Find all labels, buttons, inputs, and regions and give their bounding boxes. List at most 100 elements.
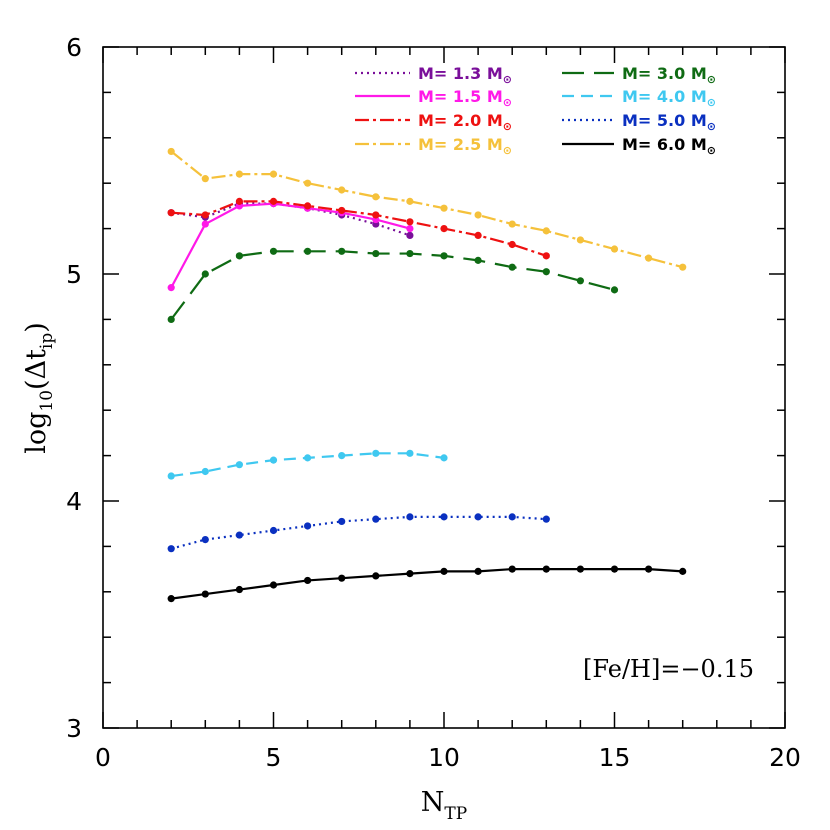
data-point (610, 286, 619, 294)
data-point (269, 581, 278, 589)
legend-label-main: M= 6.0 M (622, 135, 707, 154)
data-point (508, 565, 516, 573)
y-tick-label: 5 (66, 260, 82, 289)
data-point (440, 204, 448, 212)
data-point (201, 467, 209, 476)
data-point (201, 270, 209, 278)
legend: M= 1.3 M⊙M= 1.5 M⊙M= 2.0 M⊙M= 2.5 M⊙M= 3… (355, 64, 716, 157)
y-axis-title-sub: ip (37, 333, 57, 349)
series-line (170, 250, 615, 321)
series-4 (167, 247, 619, 323)
data-point (304, 454, 312, 462)
x-tick-label: 20 (769, 743, 801, 772)
data-point (474, 231, 482, 240)
y-tick-label: 3 (66, 714, 82, 743)
data-point (406, 570, 414, 578)
legend-label-main: M= 1.5 M (418, 87, 503, 106)
y-axis-title-pre: log (21, 412, 52, 454)
data-point (440, 567, 448, 575)
data-point (679, 263, 687, 271)
data-point (235, 170, 243, 178)
series-line (171, 200, 547, 257)
series-2 (167, 197, 550, 260)
x-axis-title-sub: TP (444, 804, 467, 824)
data-point (474, 211, 482, 219)
y-axis-title: log10(Δtip) (21, 322, 57, 454)
legend-label: M= 4.0 M⊙ (622, 87, 716, 109)
data-point (338, 452, 346, 460)
legend-label-main: M= 2.5 M (418, 135, 503, 154)
data-point (406, 513, 414, 521)
data-point (576, 236, 585, 244)
data-point (269, 170, 278, 178)
data-point (338, 574, 346, 582)
data-point (235, 585, 243, 594)
data-point (235, 197, 243, 205)
data-point (372, 449, 380, 457)
data-point (576, 565, 585, 573)
data-point (474, 513, 482, 521)
legend-label-main: M= 5.0 M (622, 111, 707, 130)
data-point (269, 197, 278, 205)
legend-label: M= 3.0 M⊙ (622, 64, 716, 86)
data-point (167, 595, 175, 603)
data-point (508, 220, 516, 228)
data-point (406, 218, 414, 226)
y-tick-label: 6 (66, 33, 82, 62)
data-point (576, 277, 585, 285)
series-7 (167, 565, 687, 603)
y-axis-title-paren: (Δt (21, 349, 52, 390)
legend-label: M= 6.0 M⊙ (622, 135, 716, 157)
data-point (645, 565, 653, 573)
data-point (474, 567, 482, 575)
data-point (406, 249, 414, 258)
y-axis-title-pre-sub: 10 (37, 390, 57, 412)
data-point (542, 268, 550, 276)
data-point (201, 590, 209, 598)
data-point (269, 456, 278, 464)
data-point (235, 461, 243, 469)
data-point (167, 472, 175, 480)
legend-label-sun-sub: ⊙ (503, 96, 512, 109)
data-point (269, 526, 278, 535)
y-tick-label: 4 (66, 487, 82, 516)
data-point (372, 211, 380, 219)
data-point (542, 515, 550, 523)
legend-label-main: M= 1.3 M (418, 64, 503, 83)
series-6 (167, 513, 550, 553)
metallicity-annotation: [Fe/H]=−0.15 (583, 655, 754, 683)
legend-label: M= 2.5 M⊙ (418, 135, 512, 157)
legend-label-sun-sub: ⊙ (707, 120, 716, 133)
data-point (304, 247, 312, 255)
legend-label-sun-sub: ⊙ (503, 73, 512, 86)
data-point (269, 247, 278, 255)
data-point (304, 522, 312, 530)
data-point (372, 249, 380, 258)
data-point (474, 256, 482, 264)
data-point (645, 254, 653, 262)
data-point (304, 576, 312, 585)
data-point (167, 284, 175, 292)
data-point (201, 220, 209, 228)
legend-label-main: M= 3.0 M (622, 64, 707, 83)
legend-label-sun-sub: ⊙ (707, 144, 716, 157)
legend-label: M= 2.0 M⊙ (418, 111, 512, 133)
data-point (338, 206, 346, 215)
data-point (167, 209, 175, 217)
series-5 (167, 449, 448, 480)
y-axis-title-close: ) (21, 322, 52, 333)
data-point (372, 193, 380, 201)
data-point (167, 315, 175, 323)
legend-label-main: M= 4.0 M (622, 87, 707, 106)
data-point (610, 565, 619, 573)
legend-label-sun-sub: ⊙ (503, 120, 512, 133)
series-3 (167, 147, 687, 271)
data-point (508, 240, 516, 249)
series-line (171, 567, 683, 600)
data-point (201, 211, 209, 219)
data-point (440, 454, 448, 462)
series-line (170, 202, 411, 289)
data-point (508, 263, 516, 271)
data-point (338, 186, 346, 194)
